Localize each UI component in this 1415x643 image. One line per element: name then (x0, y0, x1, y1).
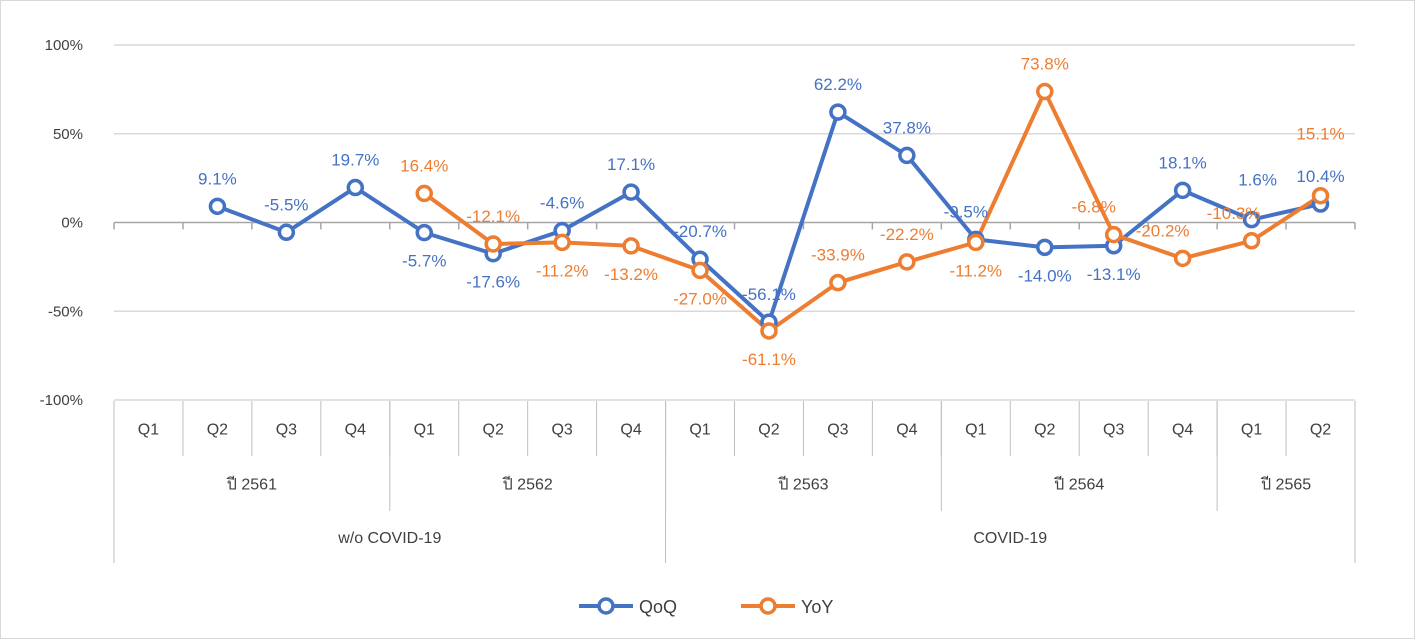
year-label: ปี 2561 (226, 476, 277, 494)
data-point-yoy (622, 237, 640, 255)
data-label-yoy: -20.2% (1136, 221, 1190, 240)
data-point-yoy (484, 235, 502, 253)
y-tick-label: -100% (40, 392, 83, 409)
x-tick-label: Q2 (758, 422, 779, 439)
data-label-qoq: 1.6% (1238, 171, 1277, 190)
x-tick-label: Q1 (1241, 422, 1262, 439)
x-tick-label: Q4 (620, 422, 641, 439)
data-label-qoq: 19.7% (331, 151, 379, 170)
y-tick-label: -50% (48, 303, 83, 320)
data-label-qoq: -5.5% (264, 195, 308, 214)
data-label-qoq: -20.7% (673, 222, 727, 241)
legend-label-yoy: YoY (801, 597, 833, 617)
x-tick-label: Q3 (1103, 422, 1124, 439)
data-point-qoq (829, 103, 847, 121)
data-point-qoq (415, 223, 433, 242)
y-tick-label: 0% (61, 215, 83, 232)
data-point-yoy (829, 273, 847, 292)
group-label: w/o COVID-19 (337, 530, 441, 547)
data-point-yoy (691, 261, 709, 280)
x-tick-label: Q3 (276, 422, 297, 439)
data-point-yoy (760, 322, 778, 340)
data-point-yoy (1104, 225, 1123, 244)
data-label-yoy: 15.1% (1296, 125, 1344, 144)
data-label-qoq: -5.7% (402, 252, 446, 271)
data-label-yoy: 16.4% (400, 156, 448, 175)
data-point-qoq (622, 183, 640, 201)
year-label: ปี 2562 (502, 476, 553, 494)
year-label: ปี 2563 (778, 476, 829, 494)
data-label-qoq: 62.2% (814, 75, 862, 94)
x-tick-label: Q2 (1034, 422, 1055, 439)
x-tick-label: Q3 (827, 422, 848, 439)
year-label: ปี 2564 (1054, 476, 1105, 494)
data-point-qoq (277, 223, 296, 242)
data-label-qoq: -14.0% (1018, 266, 1072, 285)
data-label-yoy: -61.1% (742, 350, 796, 369)
x-tick-label: Q2 (1310, 422, 1331, 439)
data-label-yoy: -33.9% (811, 246, 865, 265)
series-line-yoy (423, 89, 1322, 333)
data-label-yoy: -12.1% (466, 207, 520, 226)
data-label-yoy: -10.3% (1207, 204, 1261, 223)
data-point-qoq (208, 197, 227, 216)
data-label-qoq: -13.1% (1087, 265, 1141, 284)
x-tick-label: Q1 (414, 422, 435, 439)
data-label-qoq: -9.5% (944, 202, 988, 221)
data-label-yoy: -27.0% (673, 289, 727, 308)
legend-marker-yoy (759, 597, 777, 615)
data-label-qoq: 10.4% (1296, 167, 1344, 186)
data-label-yoy: -13.2% (604, 265, 658, 284)
legend-marker-qoq (597, 597, 615, 615)
data-point-yoy (1036, 82, 1054, 101)
y-tick-label: 50% (53, 126, 83, 143)
data-point-qoq (346, 178, 365, 197)
data-label-qoq: -56.1% (742, 285, 796, 304)
data-label-yoy: 73.8% (1021, 55, 1069, 74)
data-label-qoq: 18.1% (1159, 153, 1207, 172)
group-label: COVID-19 (973, 530, 1047, 547)
data-point-yoy (898, 253, 916, 271)
x-tick-label: Q4 (896, 422, 917, 439)
data-label-yoy: -11.2% (536, 261, 589, 280)
legend-label-qoq: QoQ (639, 597, 677, 617)
data-point-yoy (1173, 249, 1192, 268)
x-tick-label: Q2 (207, 422, 228, 439)
x-tick-label: Q4 (345, 422, 366, 439)
x-tick-label: Q1 (965, 422, 986, 439)
data-label-qoq: -17.6% (466, 273, 520, 292)
data-point-yoy (967, 233, 985, 252)
x-tick-label: Q3 (551, 422, 572, 439)
data-point-yoy (1242, 232, 1261, 250)
data-point-qoq (1173, 181, 1192, 200)
data-label-qoq: 9.1% (198, 169, 237, 188)
data-label-yoy: -11.2% (950, 261, 1003, 280)
data-point-yoy (553, 233, 571, 252)
data-label-yoy: -22.2% (880, 225, 934, 244)
data-point-qoq (1242, 210, 1261, 229)
data-label-qoq: -4.6% (540, 194, 584, 213)
data-point-qoq (898, 146, 916, 165)
year-label: ปี 2565 (1261, 476, 1312, 494)
data-point-yoy (1311, 186, 1330, 205)
data-point-yoy (415, 184, 433, 203)
data-point-qoq (1036, 238, 1054, 257)
data-label-qoq: 37.8% (883, 118, 931, 137)
data-label-yoy: -6.8% (1071, 198, 1115, 217)
y-tick-label: 100% (45, 37, 83, 54)
x-tick-label: Q1 (138, 422, 159, 439)
x-tick-label: Q4 (1172, 422, 1193, 439)
x-tick-label: Q1 (689, 422, 710, 439)
x-tick-label: Q2 (483, 422, 504, 439)
data-label-qoq: 17.1% (607, 155, 655, 174)
